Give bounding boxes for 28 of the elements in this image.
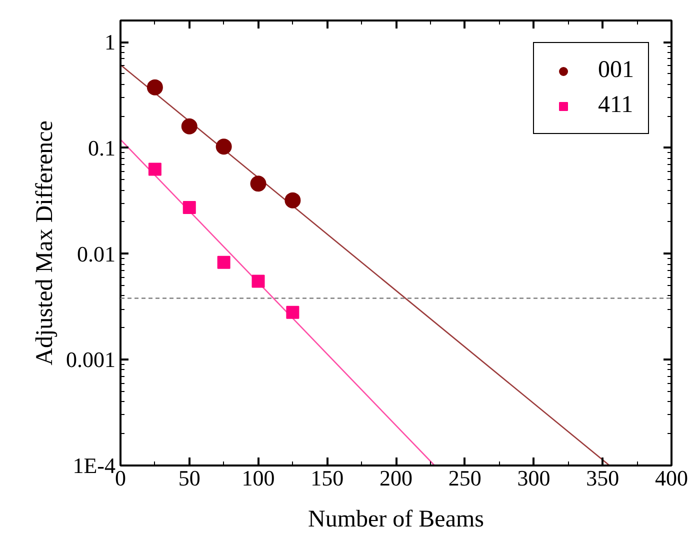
point xyxy=(216,138,232,155)
point xyxy=(181,118,198,134)
y-tick-label: 0.1 xyxy=(88,135,116,160)
x-tick-label: 250 xyxy=(448,466,482,490)
point xyxy=(148,162,162,176)
point xyxy=(146,79,163,96)
point xyxy=(250,176,266,192)
y-tick-label: 1 xyxy=(104,30,116,55)
x-axis-title: Number of Beams xyxy=(308,506,484,532)
x-tick-label: 400 xyxy=(655,466,688,490)
x-tick-label: 350 xyxy=(586,466,620,490)
y-axis-title: Adjusted Max Difference xyxy=(32,120,58,366)
y-tick-label: 0.001 xyxy=(66,347,116,372)
point xyxy=(286,306,300,319)
point xyxy=(182,200,196,214)
y-tick-label: 0.01 xyxy=(77,241,116,266)
x-tick-label: 300 xyxy=(517,466,550,490)
point xyxy=(252,274,265,288)
x-tick-label: 50 xyxy=(178,466,200,490)
y-tick-label: 1E-4 xyxy=(72,453,116,478)
legend-label: 411 xyxy=(598,92,634,119)
legend-label: 001 xyxy=(598,57,634,84)
x-tick-label: 100 xyxy=(242,466,275,490)
x-tick-label: 0 xyxy=(115,466,126,490)
x-tick-label: 150 xyxy=(310,466,344,490)
point xyxy=(284,192,301,208)
point xyxy=(217,256,230,269)
x-tick-label: 200 xyxy=(380,466,412,490)
